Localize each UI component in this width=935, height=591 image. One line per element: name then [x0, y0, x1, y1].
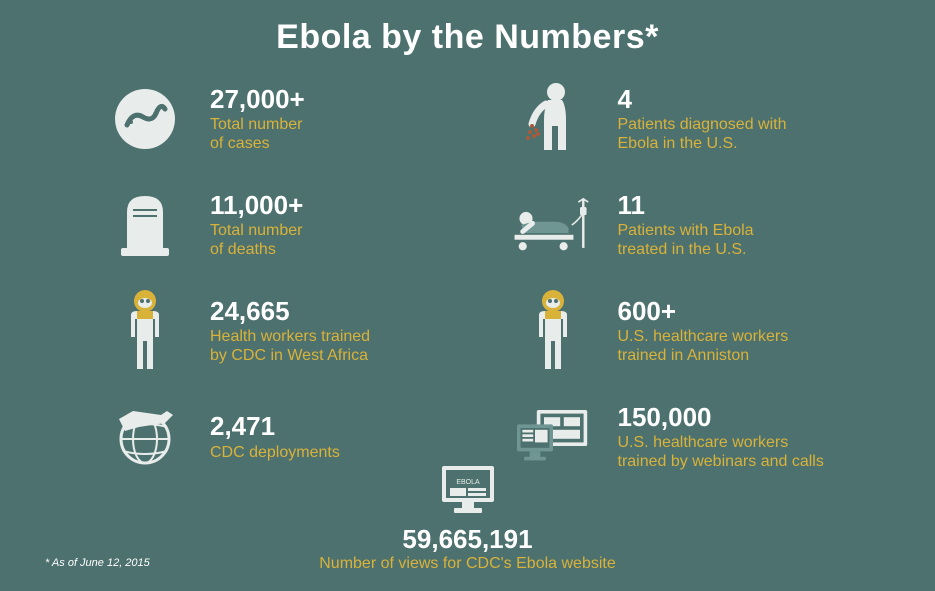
- stat-description: Patients with Ebolatreated in the U.S.: [618, 221, 754, 259]
- stat-total-deaths: 11,000+ Total numberof deaths: [100, 185, 468, 265]
- stat-number: 11,000+: [210, 191, 303, 220]
- stat-number: 59,665,191: [0, 524, 935, 555]
- virus-icon: [100, 79, 190, 159]
- stat-number: 27,000+: [210, 85, 305, 114]
- stat-number: 600+: [618, 297, 789, 326]
- stat-description: Health workers trainedby CDC in West Afr…: [210, 327, 370, 365]
- stat-us-diagnosed: 4 Patients diagnosed withEbola in the U.…: [508, 79, 876, 159]
- stat-number: 2,471: [210, 412, 340, 441]
- stat-number: 4: [618, 85, 787, 114]
- stat-anniston-trained: 600+ U.S. healthcare workerstrained in A…: [508, 291, 876, 371]
- footnote: * As of June 12, 2015: [45, 557, 150, 569]
- svg-text:EBOLA: EBOLA: [456, 479, 480, 486]
- stat-number: 11: [618, 191, 754, 220]
- stat-total-cases: 27,000+ Total numberof cases: [100, 79, 468, 159]
- gravestone-icon: [100, 185, 190, 265]
- stat-west-africa-trained: 24,665 Health workers trainedby CDC in W…: [100, 291, 468, 371]
- hospital-bed-icon: [508, 185, 598, 265]
- stat-number: 150,000: [618, 403, 824, 432]
- stat-description: Total numberof deaths: [210, 221, 303, 259]
- health-worker-icon: [508, 291, 598, 371]
- stat-description: U.S. healthcare workerstrained in Annist…: [618, 327, 789, 365]
- stat-us-treated: 11 Patients with Ebolatreated in the U.S…: [508, 185, 876, 265]
- stat-number: 24,665: [210, 297, 370, 326]
- sick-person-icon: [508, 79, 598, 159]
- monitor-icon: EBOLA: [0, 464, 935, 518]
- stat-description: Total numberof cases: [210, 115, 305, 153]
- stat-description: Patients diagnosed withEbola in the U.S.: [618, 115, 787, 153]
- page-title: Ebola by the Numbers*: [0, 0, 935, 57]
- stats-grid: 27,000+ Total numberof cases 4 Patients …: [0, 57, 935, 503]
- health-worker-icon: [100, 291, 190, 371]
- stat-description: CDC deployments: [210, 443, 340, 462]
